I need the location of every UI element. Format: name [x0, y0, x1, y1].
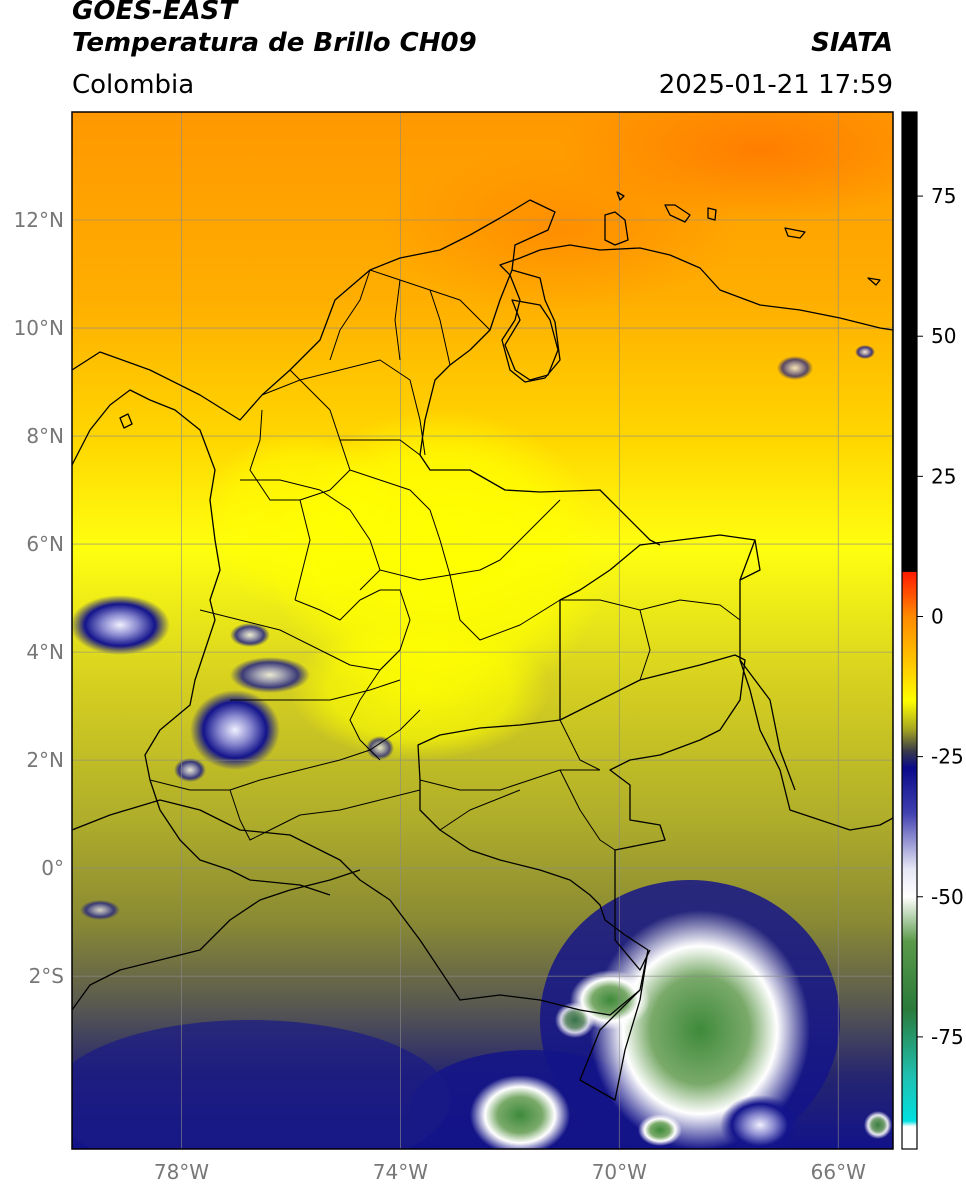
- pacific-coastline: [72, 389, 331, 896]
- colombia-peru-border: [72, 534, 893, 1016]
- graticule: [72, 112, 893, 1149]
- colorbar-gradient: [902, 112, 917, 1149]
- colorbar-frame: [901, 111, 918, 1150]
- lat-tick-label: 0°: [41, 856, 64, 880]
- colorbar: 75 50 25 0 -25 -50 -75: [901, 111, 964, 1150]
- colorbar-tick-label: 25: [931, 464, 956, 488]
- lat-tick-label: 12°N: [14, 208, 64, 232]
- colorbar-tick-label: -75: [931, 1025, 964, 1049]
- colorbar-tick-label: -25: [931, 745, 964, 769]
- lat-tick-label: 2°S: [29, 964, 64, 988]
- ecuador-peru-border: [72, 869, 361, 1011]
- lat-tick-label: 4°N: [26, 640, 64, 664]
- colorbar-tick-label: 0: [931, 604, 944, 628]
- satellite-title: GOES-EAST: [72, 0, 238, 26]
- brazil-venezuela-border: [739, 539, 796, 791]
- lat-tick-label: 2°N: [26, 748, 64, 772]
- caribbean-coastline: [72, 199, 893, 421]
- source-label: SIATA: [811, 28, 893, 58]
- datetime-label: 2025-01-21 17:59: [658, 70, 893, 100]
- longitude-tick-labels: 78°W 74°W 70°W 66°W: [154, 1160, 866, 1184]
- lake-maracaibo: [504, 299, 559, 381]
- borders-and-coastlines: [72, 191, 893, 1101]
- lat-tick-label: 8°N: [26, 424, 64, 448]
- lon-tick-label: 70°W: [592, 1160, 647, 1184]
- peru-brazil-border: [579, 949, 649, 1101]
- lat-tick-label: 6°N: [26, 532, 64, 556]
- lon-tick-label: 66°W: [811, 1160, 866, 1184]
- map-frame: [71, 111, 894, 1150]
- colorbar-ticks: 75 50 25 0 -25 -50 -75: [917, 184, 964, 1049]
- lon-tick-label: 74°W: [373, 1160, 428, 1184]
- colorbar-tick-label: 75: [931, 184, 956, 208]
- lon-tick-label: 78°W: [154, 1160, 209, 1184]
- satellite-image: [72, 112, 893, 1149]
- region-label: Colombia: [72, 70, 195, 100]
- colombia-brazil-border: [559, 654, 746, 971]
- product-title: Temperatura de Brillo CH09: [72, 28, 477, 58]
- colorbar-tick-label: -50: [931, 885, 964, 909]
- colorbar-tick-label: 50: [931, 324, 956, 348]
- lat-tick-label: 10°N: [14, 316, 64, 340]
- latitude-tick-labels: 12°N 10°N 8°N 6°N 4°N 2°N 0° 2°S: [14, 208, 64, 988]
